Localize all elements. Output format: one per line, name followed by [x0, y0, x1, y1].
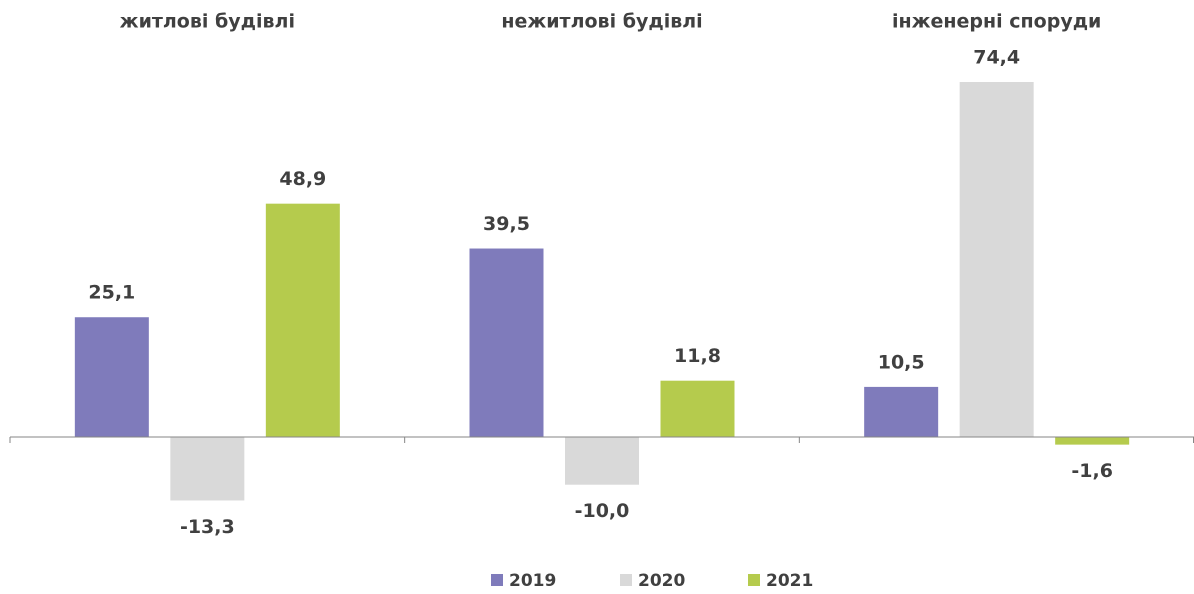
- legend-label: 2020: [638, 571, 685, 591]
- data-label: 48,9: [279, 168, 326, 190]
- legend-label: 2019: [509, 571, 556, 591]
- bar: [265, 203, 340, 437]
- category-title: житлові будівлі: [120, 11, 295, 33]
- data-label: -1,6: [1071, 460, 1113, 482]
- bar: [660, 380, 735, 437]
- data-label: -13,3: [180, 516, 235, 538]
- bar: [864, 386, 939, 437]
- bar: [170, 437, 245, 501]
- bar: [1055, 437, 1130, 445]
- data-label: 11,8: [674, 345, 721, 367]
- category-title: інженерні споруди: [892, 11, 1101, 33]
- data-label: 10,5: [878, 351, 925, 373]
- data-label: 39,5: [483, 213, 530, 235]
- data-label: 25,1: [88, 282, 135, 304]
- data-label: 74,4: [973, 47, 1020, 69]
- legend-swatch: [491, 574, 503, 586]
- bar: [959, 82, 1034, 437]
- legend-swatch: [620, 574, 632, 586]
- legend-label: 2021: [766, 571, 813, 591]
- data-label: -10,0: [575, 500, 630, 522]
- bar: [74, 317, 149, 437]
- bar: [469, 248, 544, 437]
- bar: [565, 437, 639, 485]
- legend-swatch: [748, 574, 760, 586]
- category-title: нежитлові будівлі: [501, 11, 702, 33]
